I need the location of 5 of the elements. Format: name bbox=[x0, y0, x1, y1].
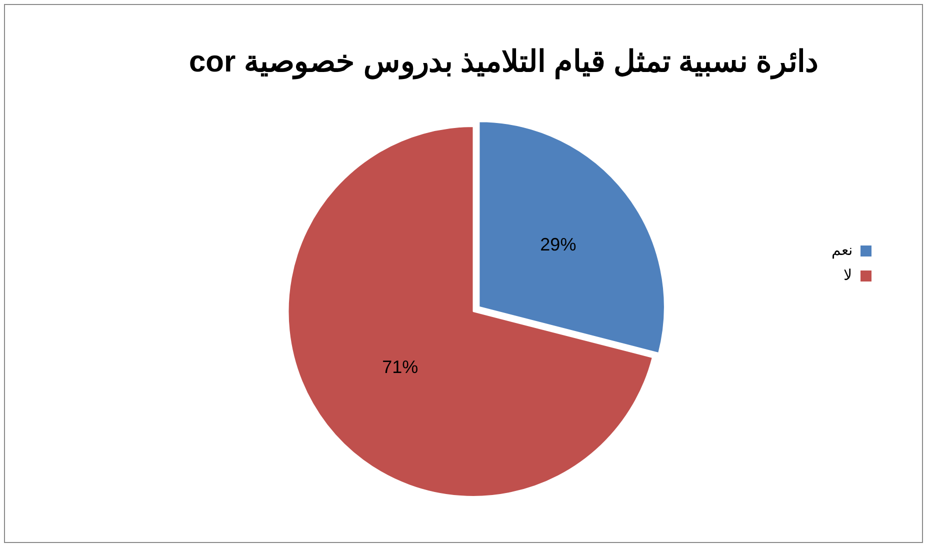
data-label: 71% bbox=[382, 357, 418, 378]
chart-title: دائرة نسبية تمثل قيام التلاميذ بدروس خصوصية cor bbox=[188, 45, 818, 80]
legend-label: نعم bbox=[832, 242, 852, 260]
legend-label: لا bbox=[844, 267, 852, 284]
data-label: 29% bbox=[540, 234, 576, 255]
